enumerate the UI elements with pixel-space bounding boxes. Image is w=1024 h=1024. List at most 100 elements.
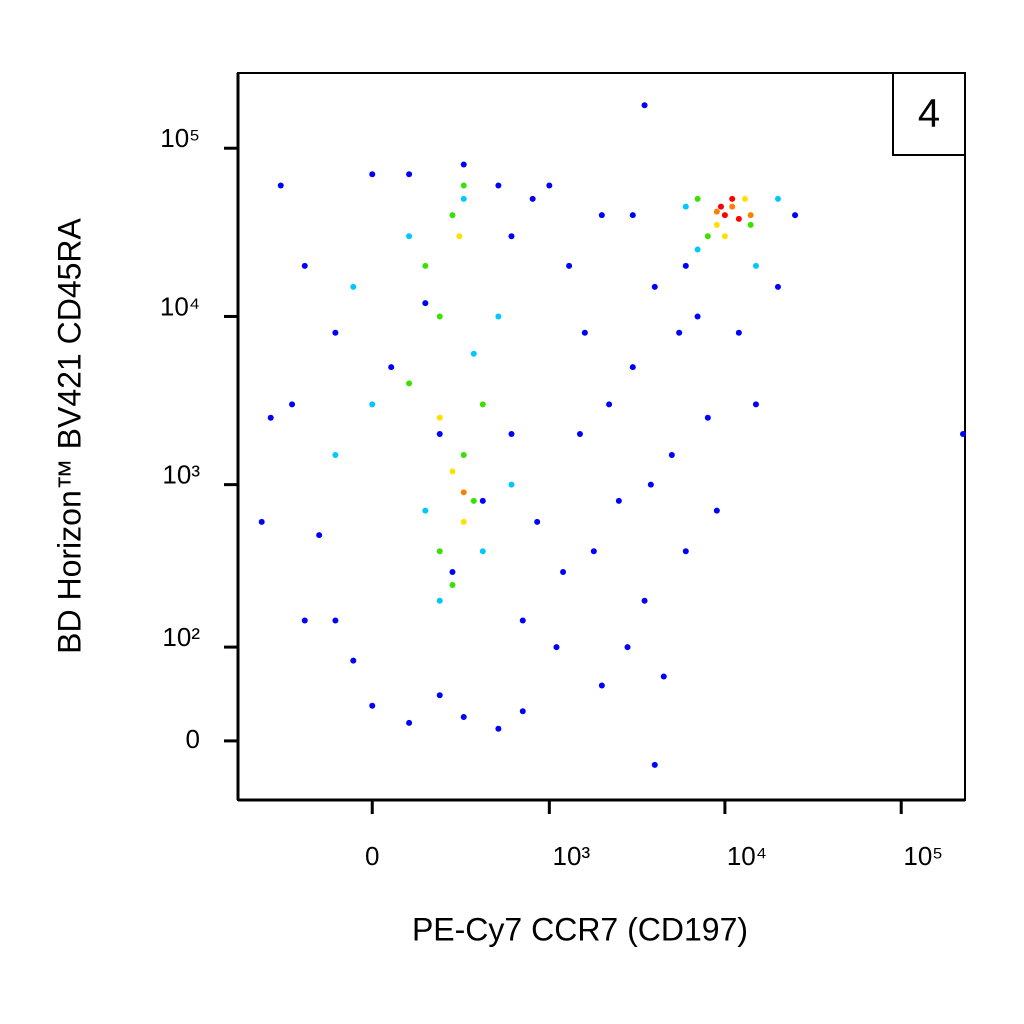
point [406,233,413,240]
point [713,221,720,228]
annotation: 4 [918,92,940,136]
point [508,481,515,488]
point [436,431,443,438]
point [495,313,502,320]
point [369,171,376,178]
point [629,212,636,219]
point [694,246,701,253]
point [460,182,467,189]
point [606,401,613,408]
point [747,212,754,219]
point [581,329,588,336]
point [615,497,622,504]
x-tick-label: 10⁵ [903,841,943,871]
point [704,233,711,240]
point [560,568,567,575]
point [460,713,467,720]
y-tick-label: 10⁵ [160,123,200,153]
x-axis-label: PE-Cy7 CCR7 (CD197) [412,911,748,947]
annotation-box [892,72,966,156]
point [641,597,648,604]
point [792,212,799,219]
point [436,313,443,320]
point [598,212,605,219]
point [682,203,689,210]
point [546,182,553,189]
point [470,497,477,504]
point [519,708,526,715]
point [735,329,742,336]
y-axis-label: BD Horizon™ BV421 CD45RA [51,217,87,653]
point [598,682,605,689]
x-tick-label: 10⁴ [727,841,767,871]
point [651,761,658,768]
point [752,401,759,408]
point [460,518,467,525]
point [676,329,683,336]
point [713,208,720,215]
point [436,597,443,604]
point [332,617,339,624]
point [960,431,966,438]
point [277,182,284,189]
point [624,644,631,651]
point [258,518,265,525]
plot-frame [237,72,966,801]
point [422,262,429,269]
point [660,673,667,680]
point [267,414,274,421]
point [495,182,502,189]
point [774,283,781,290]
point [470,350,477,357]
point [668,452,675,459]
point [350,657,357,664]
x-tick-label: 10³ [553,841,591,871]
point [741,195,748,202]
point [774,195,781,202]
point [301,617,308,624]
point [301,262,308,269]
y-tick-label: 10² [162,622,200,652]
point [553,644,560,651]
point [713,507,720,514]
point [529,195,536,202]
point [534,518,541,525]
point [449,212,456,219]
point [495,725,502,732]
point [449,581,456,588]
point [406,171,413,178]
point [682,262,689,269]
point [406,719,413,726]
point [460,161,467,168]
x-tick-label: 0 [365,841,379,871]
y-tick-label: 10⁴ [160,291,200,321]
point [508,233,515,240]
point [629,364,636,371]
point [479,401,486,408]
point [694,195,701,202]
point [566,262,573,269]
point [332,452,339,459]
point [406,380,413,387]
point [641,102,648,109]
point [717,203,724,210]
point [332,329,339,336]
point [747,221,754,228]
point [576,431,583,438]
point [752,262,759,269]
point [460,452,467,459]
point [721,212,728,219]
point [289,401,296,408]
y-tick-label: 0 [186,724,200,754]
point [682,548,689,555]
point [422,507,429,514]
point [647,481,654,488]
point [436,692,443,699]
point [721,233,728,240]
point [651,283,658,290]
point [519,617,526,624]
point [729,203,736,210]
points [258,102,966,768]
point [479,548,486,555]
